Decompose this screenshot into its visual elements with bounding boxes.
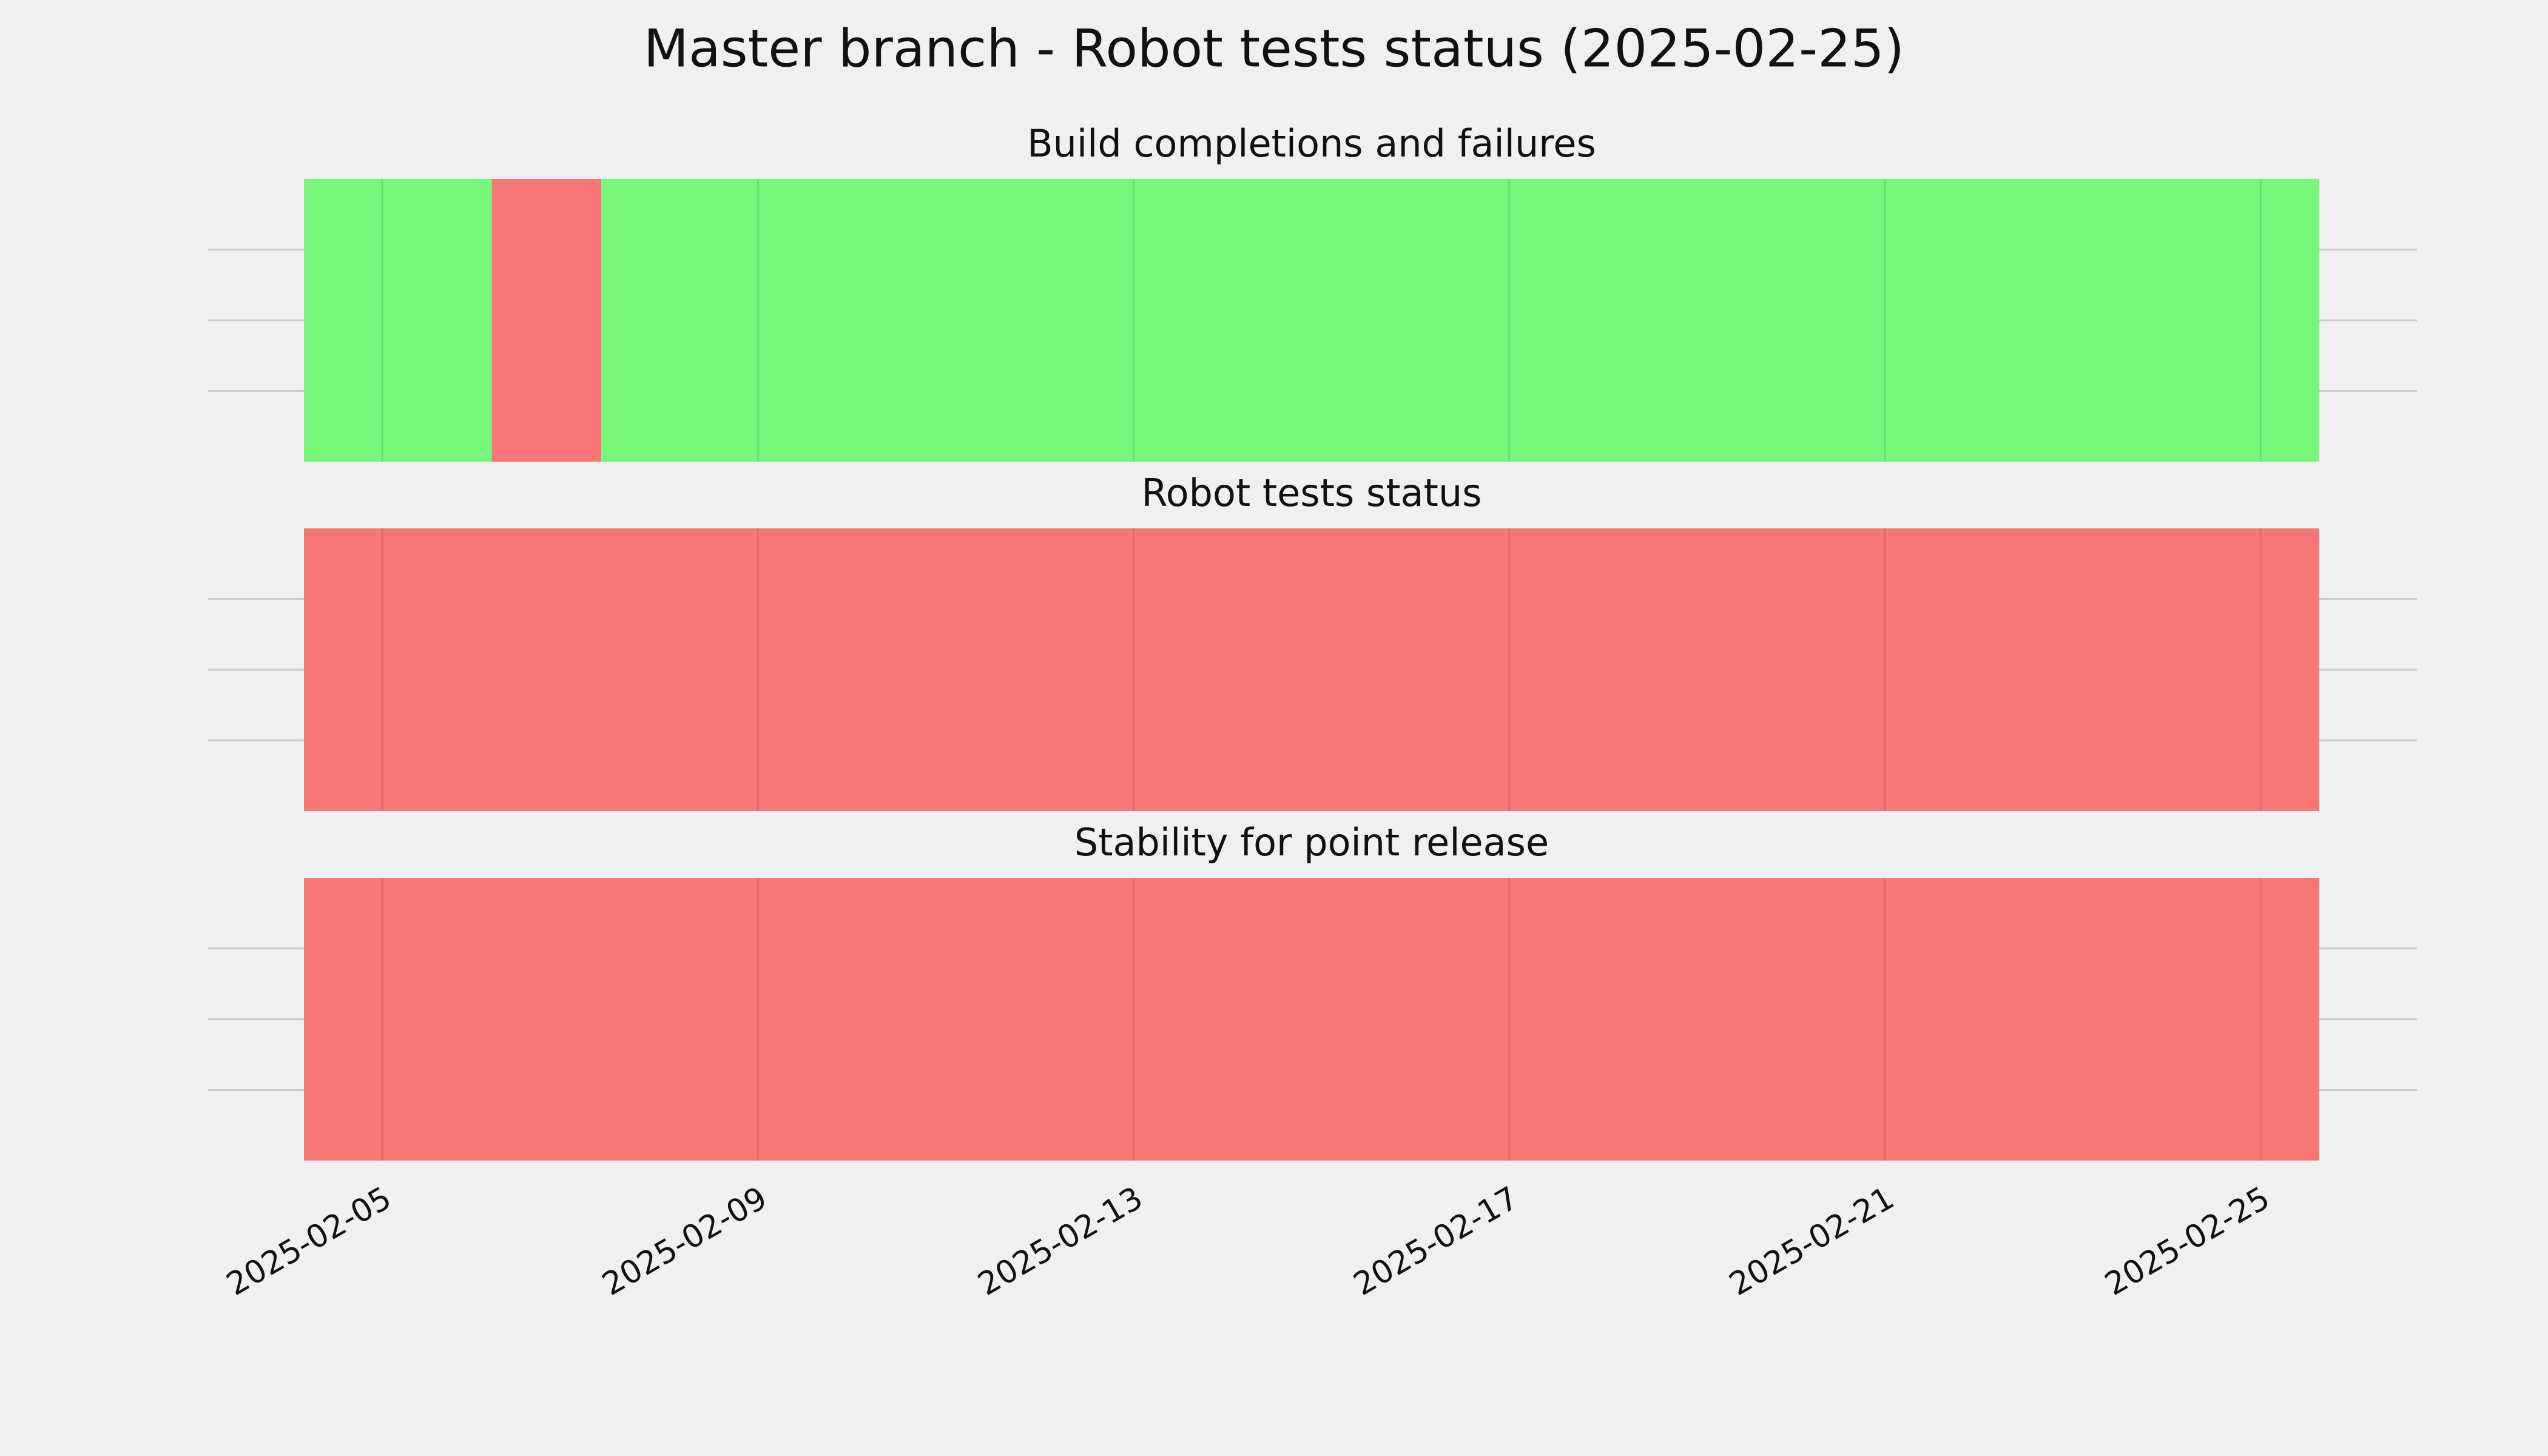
- panel-title: Build completions and failures: [1027, 121, 1596, 166]
- status-span: [601, 179, 2320, 462]
- status-span: [304, 179, 492, 462]
- panel-title: Stability for point release: [1074, 820, 1549, 864]
- status-span: [304, 878, 2319, 1161]
- panel-title: Robot tests status: [1141, 471, 1481, 515]
- status-span: [491, 179, 602, 462]
- status-span: [304, 528, 2319, 811]
- chart-title: Master branch - Robot tests status (2025…: [644, 18, 1904, 79]
